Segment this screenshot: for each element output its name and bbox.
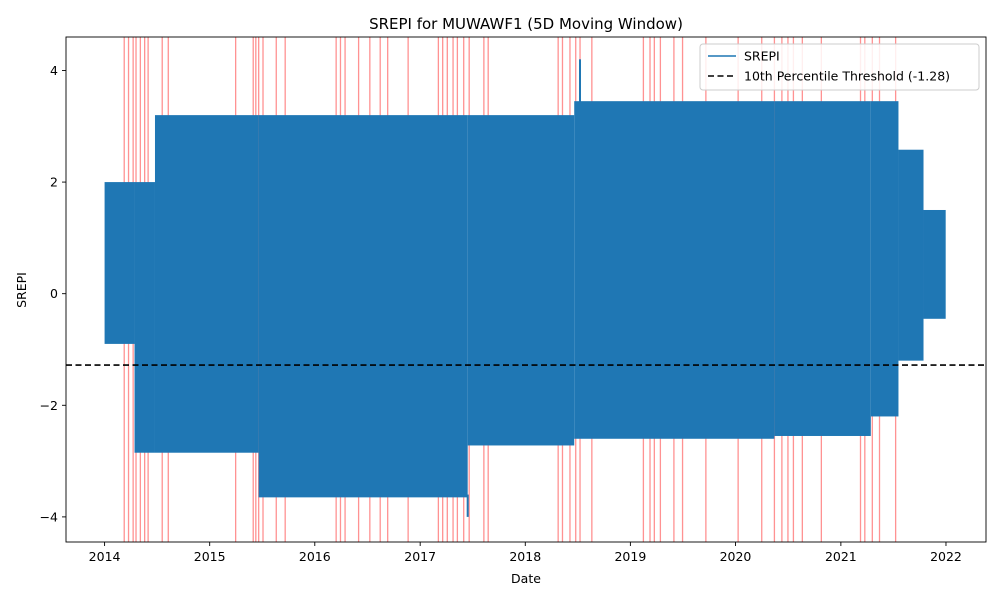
y-tick-label-2: 2	[50, 175, 58, 190]
x-tick-label-2016: 2016	[299, 549, 331, 564]
srepi-segment-4	[467, 115, 575, 446]
legend-box	[699, 43, 980, 91]
y-tick-label-4: 4	[50, 63, 58, 78]
x-tick-label-2015: 2015	[194, 549, 226, 564]
x-axis: 2014 2015 2016 2017 2018 2019 2020 2021 2022	[89, 542, 962, 564]
y-tick-label--4: −4	[40, 509, 58, 524]
plot-frame	[65, 36, 987, 543]
y-tick-label--2: −2	[40, 398, 58, 413]
srepi-segment-5	[574, 101, 775, 439]
legend: SREPI 10th Percentile Threshold (-1.28)	[699, 43, 980, 91]
x-tick-label-2021: 2021	[825, 549, 857, 564]
srepi-series	[104, 59, 946, 517]
legend-srepi-label: SREPI	[744, 49, 780, 64]
srepi-segment-2	[154, 115, 259, 453]
srepi-segment-9	[923, 209, 946, 319]
x-tick-label-2018: 2018	[509, 549, 541, 564]
x-tick-label-2017: 2017	[404, 549, 436, 564]
x-tick-label-2019: 2019	[614, 549, 646, 564]
x-tick-label-2022: 2022	[930, 549, 962, 564]
srepi-segment-1	[134, 182, 155, 453]
x-axis-title: Date	[511, 571, 541, 586]
chart-title: SREPI for MUWAWF1 (5D Moving Window)	[369, 15, 683, 33]
srepi-segment-8	[898, 149, 924, 361]
y-axis: 4 2 0 −2 −4	[40, 63, 66, 524]
x-tick-label-2014: 2014	[89, 549, 121, 564]
legend-threshold-label: 10th Percentile Threshold (-1.28)	[744, 69, 950, 84]
y-axis-title: SREPI	[14, 272, 29, 308]
srepi-segment-3	[258, 115, 468, 498]
srepi-segment-6	[774, 101, 871, 436]
srepi-segment-7	[870, 101, 899, 417]
y-tick-label-0: 0	[50, 286, 58, 301]
plot-area	[66, 37, 986, 542]
srepi-segment-0	[104, 182, 135, 344]
x-tick-label-2020: 2020	[720, 549, 752, 564]
